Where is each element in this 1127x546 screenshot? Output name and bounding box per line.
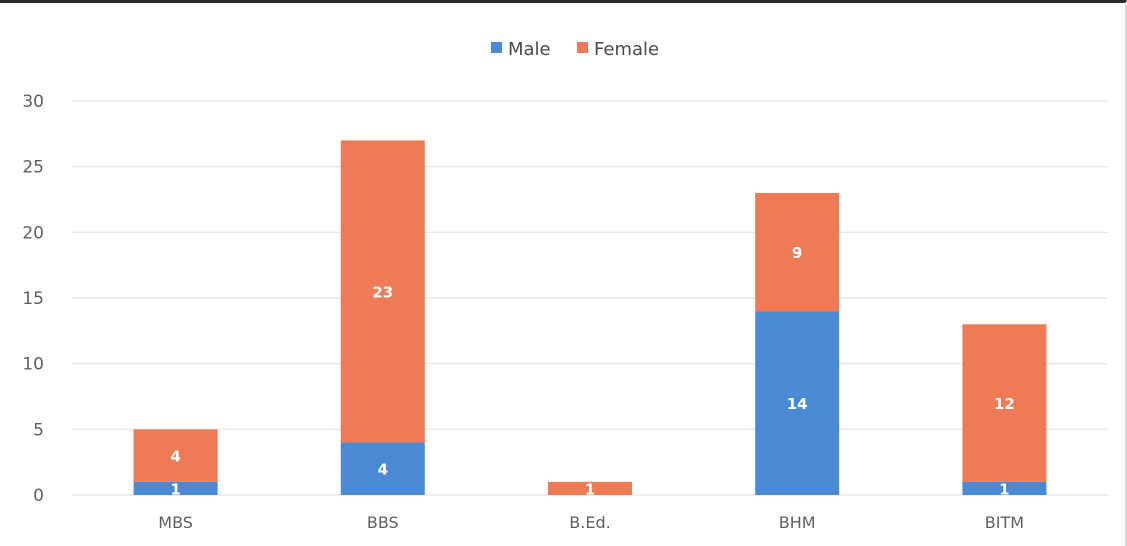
x-tick-label: B.Ed. bbox=[569, 513, 610, 532]
y-axis: 0 5 10 15 20 25 30 bbox=[22, 92, 44, 506]
data-label: 4 bbox=[170, 448, 180, 466]
data-label: 9 bbox=[792, 244, 802, 262]
x-tick-label: BITM bbox=[985, 513, 1024, 532]
legend-swatch-male bbox=[491, 42, 502, 53]
bar-female-bed bbox=[548, 481, 632, 495]
y-tick-label: 15 bbox=[22, 289, 44, 309]
data-label: 4 bbox=[378, 461, 388, 479]
bar-male-bbs bbox=[340, 442, 425, 495]
data-label: 12 bbox=[994, 395, 1015, 413]
data-label: 14 bbox=[787, 395, 808, 413]
bar-female-mbs bbox=[133, 429, 218, 482]
x-tick-label: BBS bbox=[367, 513, 399, 532]
y-tick-label: 20 bbox=[22, 223, 44, 243]
y-tick-label: 0 bbox=[33, 486, 44, 506]
legend-label-male: Male bbox=[508, 39, 551, 60]
gridlines bbox=[72, 100, 1108, 496]
bar-male-bhm bbox=[755, 311, 840, 495]
bar-female-bitm bbox=[962, 324, 1047, 482]
data-label: 23 bbox=[372, 283, 393, 301]
bar-male-bitm bbox=[962, 481, 1047, 495]
y-tick-label: 5 bbox=[33, 420, 44, 440]
x-tick-label: MBS bbox=[158, 513, 193, 532]
y-tick-label: 10 bbox=[22, 355, 44, 375]
data-label: 1 bbox=[585, 480, 595, 498]
bar-female-bbs bbox=[340, 140, 425, 443]
bar-female-bhm bbox=[755, 192, 840, 312]
y-tick-label: 25 bbox=[22, 158, 44, 178]
data-label: 1 bbox=[170, 480, 180, 498]
legend-swatch-female bbox=[577, 42, 588, 53]
y-tick-label: 30 bbox=[22, 92, 44, 112]
x-axis: MBS BBS B.Ed. BHM BITM bbox=[158, 513, 1024, 532]
legend-label-female: Female bbox=[594, 39, 659, 60]
bar-male-mbs bbox=[133, 481, 218, 495]
data-label: 1 bbox=[999, 480, 1009, 498]
legend: Male Female bbox=[491, 39, 659, 60]
x-tick-label: BHM bbox=[779, 513, 816, 532]
